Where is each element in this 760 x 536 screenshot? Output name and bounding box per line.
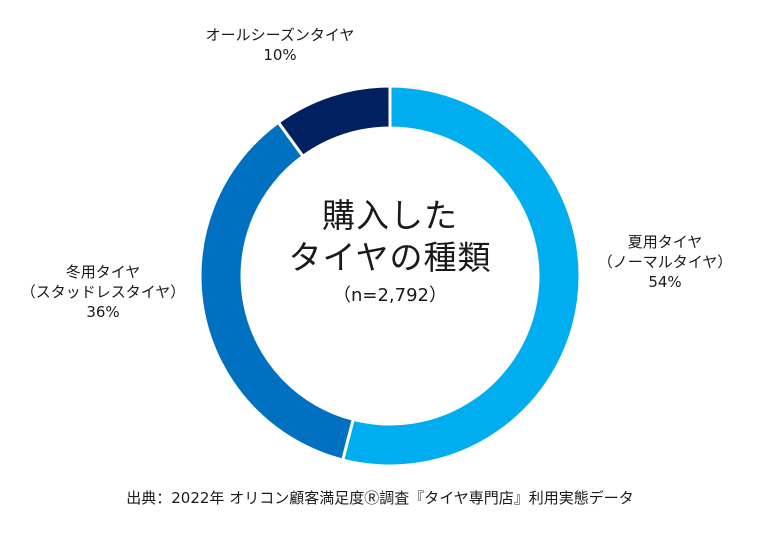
label-summer: 夏用タイヤ （ノーマルタイヤ） 54% (590, 232, 740, 292)
label-allseason-name: オールシーズンタイヤ (205, 26, 355, 44)
chart-title-line-2: タイヤの種類 (288, 238, 492, 277)
chart-title: 購入した タイヤの種類 （n=2,792） (230, 195, 550, 309)
source-note: 出典：2022年 オリコン顧客満足度Ⓡ調査『タイヤ専門店』利用実態データ (126, 489, 634, 507)
label-winter: 冬用タイヤ （スタッドレスタイヤ） 36% (8, 262, 198, 322)
label-allseason-value: 10% (263, 46, 297, 64)
label-allseason: オールシーズンタイヤ 10% (180, 25, 380, 65)
label-winter-name-1: 冬用タイヤ (65, 263, 141, 281)
label-winter-value: 36% (86, 303, 120, 321)
sample-size: （n=2,792） (332, 285, 448, 306)
chart-title-line-1: 購入した (322, 196, 458, 235)
slice-allseason (276, 84, 392, 159)
label-winter-name-2: （スタッドレスタイヤ） (20, 283, 186, 301)
label-summer-name-1: 夏用タイヤ (627, 233, 703, 251)
slice-summer (340, 84, 582, 468)
label-summer-value: 54% (648, 273, 682, 291)
label-summer-name-2: （ノーマルタイヤ） (597, 253, 733, 271)
